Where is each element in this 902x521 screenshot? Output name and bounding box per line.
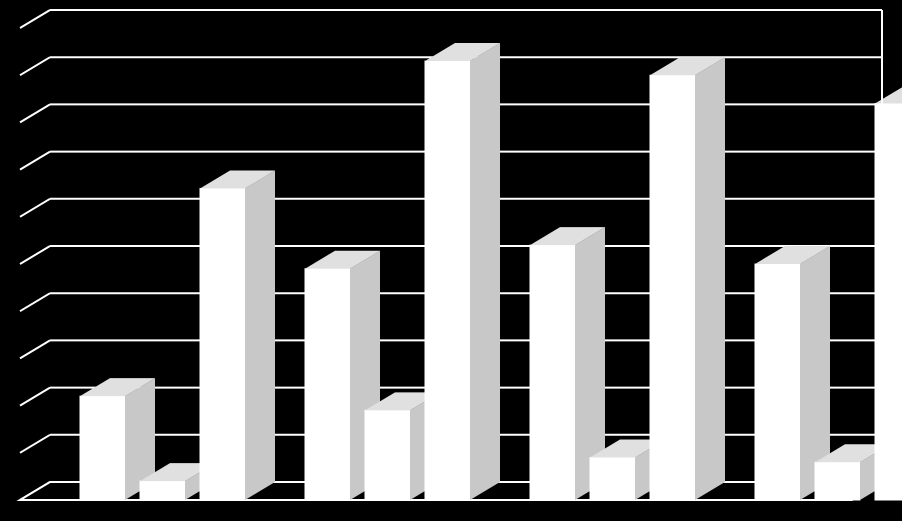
bar xyxy=(815,462,860,500)
bar-side xyxy=(470,43,500,500)
bar xyxy=(200,188,245,500)
bar-side xyxy=(245,170,275,500)
bar xyxy=(590,458,635,500)
bar xyxy=(140,481,185,500)
bar xyxy=(530,245,575,500)
bar xyxy=(80,396,125,500)
bar xyxy=(365,410,410,500)
bar-side xyxy=(695,57,725,500)
bar xyxy=(875,104,902,500)
bar xyxy=(425,61,470,500)
bar-chart-3d xyxy=(0,0,902,521)
bar xyxy=(305,269,350,500)
bar xyxy=(650,75,695,500)
bar xyxy=(755,264,800,500)
